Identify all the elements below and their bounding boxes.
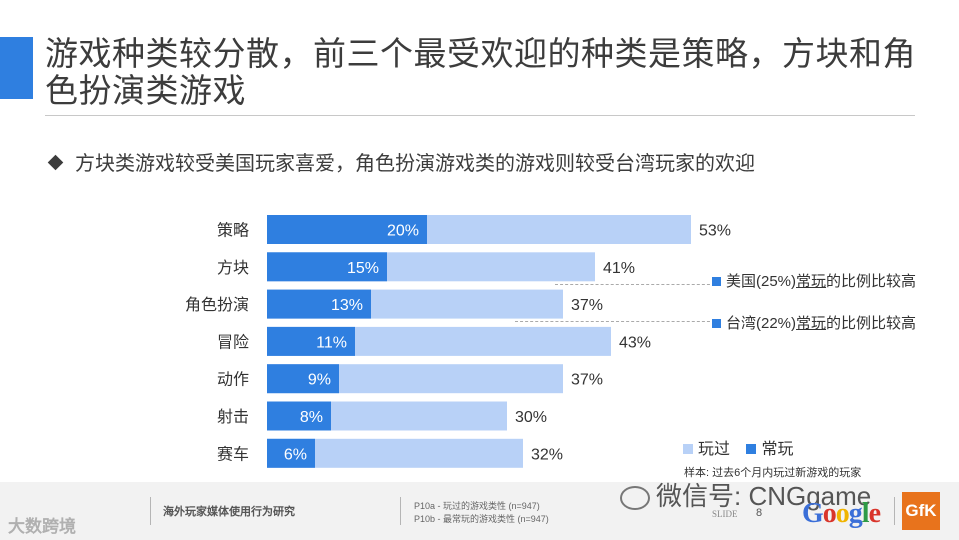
title-divider (45, 115, 915, 116)
callout-us-suffix: 的比例比较高 (826, 273, 917, 290)
chart-legend: 玩过 常玩 (683, 435, 793, 459)
footer-separator (400, 497, 401, 525)
wechat-icon (620, 486, 650, 511)
data-label-frequent: 9% (308, 372, 331, 389)
footer-logo: 大数跨境 (8, 517, 76, 536)
bar-frequent (267, 215, 427, 244)
legend-label-played: 玩过 (698, 441, 731, 458)
footer-separator (894, 497, 895, 525)
data-label-frequent: 20% (387, 223, 419, 240)
data-label-played: 37% (571, 372, 603, 389)
callout-us: 美国(25%)常玩的比例比较高 (712, 270, 916, 291)
footer-wechat: 微信号: CNGgame (620, 476, 871, 513)
footer-slide-number: 8 (756, 507, 763, 519)
bar-frequent (267, 364, 339, 394)
footer-report-title: 海外玩家媒体使用行为研究 (163, 506, 295, 518)
legend-swatch-played (683, 444, 693, 454)
callout-tw-prefix: 台湾(22%) (726, 315, 797, 332)
category-label: 赛车 (217, 444, 249, 463)
subtitle-text: 方块类游戏较受美国玩家喜爱，角色扮演游戏类的游戏则较受台湾玩家的欢迎 (75, 153, 755, 175)
callout-tw-underlined: 常玩 (796, 315, 827, 332)
bar-frequent (267, 326, 355, 356)
data-label-frequent: 8% (300, 409, 323, 426)
legend-label-frequent: 常玩 (761, 441, 794, 458)
category-label: 动作 (217, 371, 249, 389)
footer-slide-label: SLIDE (712, 509, 738, 519)
data-label-frequent: 6% (284, 446, 307, 463)
callout-tw-suffix: 的比例比较高 (826, 315, 917, 332)
category-label: 冒险 (217, 333, 249, 351)
callout-leader-us (555, 284, 715, 285)
title-accent-bar (0, 37, 33, 99)
callout-us-prefix: 美国(25%) (726, 273, 797, 290)
bar-frequent (267, 289, 371, 319)
category-label: 方块 (217, 259, 249, 277)
page-title: 游戏种类较分散，前三个最受欢迎的种类是策略，方块和角色扮演类游戏 (45, 35, 916, 109)
callout-leader-tw (515, 321, 715, 322)
category-label: 角色扮演 (185, 296, 249, 314)
subtitle: 方块类游戏较受美国玩家喜爱，角色扮演游戏类的游戏则较受台湾玩家的欢迎 (47, 147, 755, 176)
bar-frequent (267, 252, 387, 282)
data-label-played: 32% (531, 446, 563, 463)
data-label-played: 37% (571, 297, 603, 314)
callout-tw: 台湾(22%)常玩的比例比较高 (712, 312, 916, 333)
bar-frequent (267, 401, 331, 431)
legend-swatch-frequent (746, 444, 757, 454)
footer-question-a: P10a - 玩过的游戏类性 (n=947) (414, 501, 540, 511)
data-label-played: 30% (515, 409, 547, 426)
category-label: 策略 (217, 222, 249, 240)
callout-marker-icon (712, 319, 721, 328)
bar-frequent (267, 438, 315, 468)
footer-bar (0, 482, 959, 540)
callout-us-underlined: 常玩 (796, 273, 827, 290)
footer-separator (150, 497, 151, 525)
data-label-played: 53% (699, 223, 731, 240)
data-label-played: 41% (603, 260, 635, 277)
footer-wechat-id: 微信号: CNGgame (656, 481, 872, 511)
data-label-frequent: 11% (316, 334, 347, 351)
google-logo: Google (802, 498, 881, 529)
callout-marker-icon (712, 277, 721, 286)
data-label-played: 43% (619, 334, 651, 351)
category-label: 射击 (217, 408, 249, 426)
footer-question-b: P10b - 最常玩的游戏类性 (n=947) (414, 514, 549, 524)
data-label-frequent: 13% (331, 297, 363, 314)
gfk-logo: GfK (902, 492, 940, 530)
sample-note: 样本: 过去6个月内玩过新游戏的玩家 (684, 467, 862, 479)
data-label-frequent: 15% (347, 260, 379, 277)
